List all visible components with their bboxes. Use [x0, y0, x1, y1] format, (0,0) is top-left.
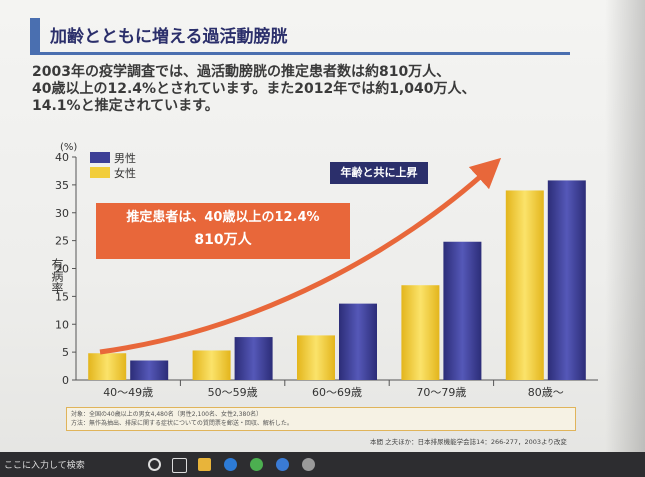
bar-female [401, 285, 440, 380]
x-tick-label: 70～79歳 [416, 386, 466, 399]
bar-female [192, 350, 231, 380]
x-tick-label: 50～59歳 [208, 386, 258, 399]
callout-line-1: 推定患者は、40歳以上の12.4% [126, 210, 320, 225]
y-tick-label: 30 [55, 207, 69, 220]
description-line-2: 40歳以上の12.4%とされています。また2012年では約1,040万人、 [32, 81, 476, 97]
bar-male [547, 180, 586, 380]
legend-item-male: 男性 [90, 150, 136, 165]
title-accent [30, 18, 40, 52]
description: 2003年の疫学調査では、過活動膀胱の推定患者数は約810万人、 40歳以上の1… [32, 64, 612, 115]
slide-title: 加齢とともに増える過活動膀胱 [50, 27, 288, 47]
y-tick-label: 25 [55, 235, 69, 248]
task-view-icon[interactable] [172, 458, 187, 473]
file-explorer-icon[interactable] [198, 458, 211, 471]
windows-taskbar: ここに入力して検索 [0, 452, 645, 477]
notes-line-2: 方法：無作為抽出、排尿に関する症状についての質問票を郵送・回収、解析した。 [71, 420, 293, 427]
y-tick-label: 10 [55, 318, 69, 331]
description-line-3: 14.1%と推定されています。 [32, 98, 219, 114]
x-tick-label: 40～49歳 [103, 386, 153, 399]
bar-female [88, 353, 127, 380]
legend: 男性 女性 [90, 150, 136, 180]
bar-male [234, 337, 273, 380]
y-tick-label: 5 [62, 346, 69, 359]
legend-swatch-male [90, 152, 110, 163]
taskbar-search-box[interactable]: ここに入力して検索 [4, 461, 85, 471]
slide: 加齢とともに増える過活動膀胱 2003年の疫学調査では、過活動膀胱の推定患者数は… [0, 0, 645, 452]
legend-swatch-female [90, 167, 110, 178]
x-tick-label: 80歳～ [528, 386, 564, 399]
y-tick-label: 20 [55, 263, 69, 276]
y-tick-label: 0 [62, 374, 69, 387]
estimate-callout: 推定患者は、40歳以上の12.4% 810万人 [96, 203, 350, 259]
study-notes: 対象：全国の40歳以上の男女4,480名（男性2,100名、女性2,380名） … [66, 407, 576, 431]
trend-label: 年齢と共に上昇 [330, 162, 428, 184]
bar-female [505, 190, 544, 380]
app-icon[interactable] [276, 458, 289, 471]
bar-male [130, 360, 169, 380]
y-axis-unit: (%) [60, 142, 78, 153]
y-tick-label: 40 [55, 151, 69, 164]
legend-label-female: 女性 [114, 166, 136, 180]
bar-female [297, 335, 335, 380]
edge-browser-icon[interactable] [224, 458, 237, 471]
notes-line-1: 対象：全国の40歳以上の男女4,480名（男性2,100名、女性2,380名） [71, 411, 263, 418]
bar-chart: 0 5 10 15 20 25 30 35 40 40～49歳 50～59歳 60～69歳 70～79歳… [55, 151, 598, 399]
chrome-icon[interactable] [250, 458, 263, 471]
settings-icon[interactable] [302, 458, 315, 471]
y-axis-label: 有病率 [50, 258, 64, 294]
source-citation: 本間 之夫ほか：日本排尿機能学会誌14：266-277，2003より改変 [370, 438, 567, 446]
x-tick-label: 60～69歳 [312, 386, 362, 399]
legend-label-male: 男性 [114, 151, 136, 165]
description-line-1: 2003年の疫学調査では、過活動膀胱の推定患者数は約810万人、 [32, 64, 451, 80]
callout-line-2: 810万人 [194, 232, 252, 248]
bar-male [339, 303, 377, 380]
cortana-icon[interactable] [148, 458, 161, 471]
trend-arrow [99, 157, 502, 355]
title-underline [30, 18, 570, 55]
legend-item-female: 女性 [90, 165, 136, 180]
y-tick-label: 15 [55, 290, 69, 303]
y-tick-label: 35 [55, 179, 69, 192]
bar-male [443, 241, 482, 380]
